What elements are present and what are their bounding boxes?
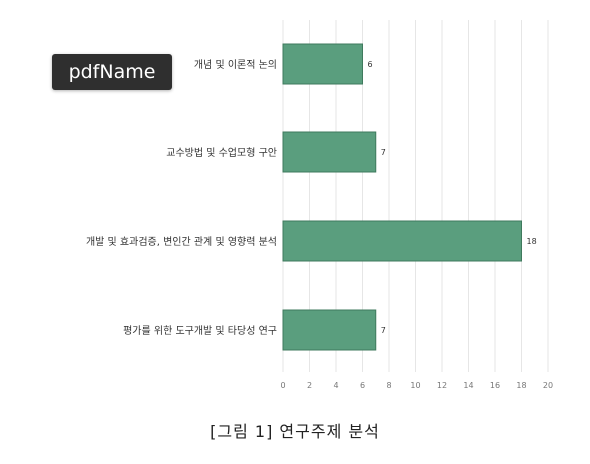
x-tick-label: 2 [307, 381, 312, 390]
x-tick-label: 6 [360, 381, 365, 390]
x-tick-label: 4 [333, 381, 338, 390]
bars [282, 43, 522, 351]
category-label: 평가를 위한 도구개발 및 타당성 연구 [123, 324, 277, 337]
data-label: 6 [368, 60, 373, 69]
figure-caption: [그림 1] 연구주제 분석 [210, 422, 380, 441]
labels: 0 2 4 6 8 10 12 14 16 18 20 개념 및 이론적 논의 6 교수방법 및 수업모형… [86, 59, 553, 390]
category-label: 개념 및 이론적 논의 [194, 59, 277, 71]
category-label: 교수방법 및 수업모형 구안 [166, 146, 277, 159]
bar [282, 309, 377, 351]
data-label: 7 [381, 326, 386, 335]
data-label: 7 [381, 148, 386, 157]
category-label: 개발 및 효과검증, 변인간 관계 및 영향력 분석 [86, 236, 277, 248]
bar [282, 220, 522, 262]
x-tick-label: 18 [516, 381, 526, 390]
data-label: 18 [527, 237, 537, 246]
bar [282, 43, 363, 85]
pdf-name-tooltip: pdfName [52, 54, 172, 90]
x-tick-label: 8 [386, 381, 391, 390]
x-tick-label: 16 [490, 381, 500, 390]
x-tick-label: 0 [280, 381, 285, 390]
x-tick-label: 12 [437, 381, 447, 390]
x-tick-label: 14 [463, 381, 473, 390]
x-tick-label: 20 [543, 381, 553, 390]
x-tick-label: 10 [410, 381, 420, 390]
bar [282, 131, 377, 173]
